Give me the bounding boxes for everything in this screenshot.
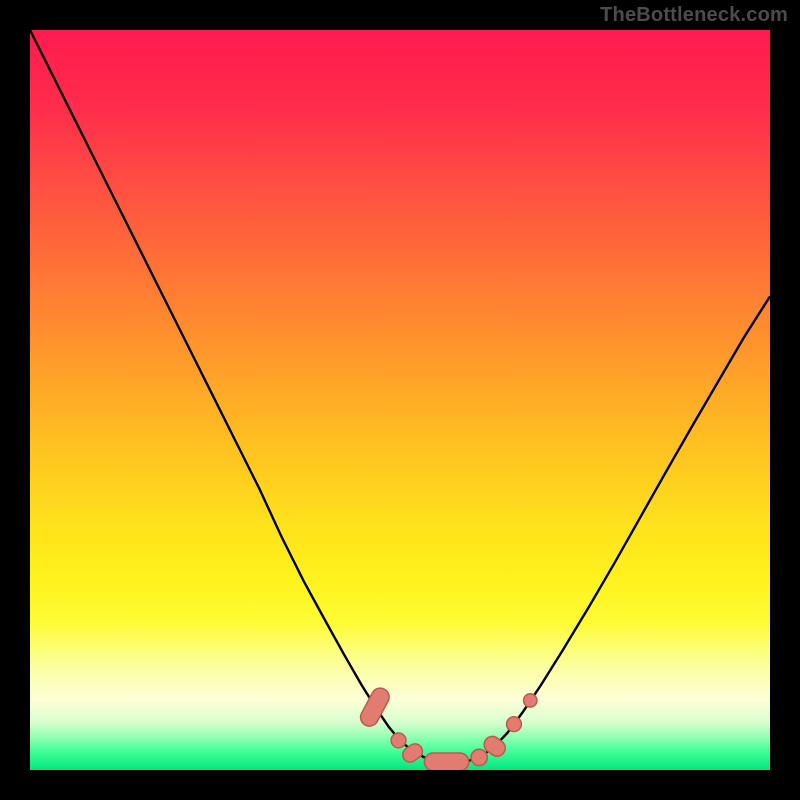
watermark-text: TheBottleneck.com [600,4,788,27]
bottleneck-chart-svg [0,0,800,800]
gradient-background [30,30,770,770]
bottleneck-chart-container: { "chart": { "type": "line", "canvas": {… [0,0,800,800]
curve-marker [471,749,487,765]
curve-marker [524,694,537,707]
curve-marker [507,717,522,732]
curve-marker [424,753,468,771]
curve-marker [391,733,406,748]
